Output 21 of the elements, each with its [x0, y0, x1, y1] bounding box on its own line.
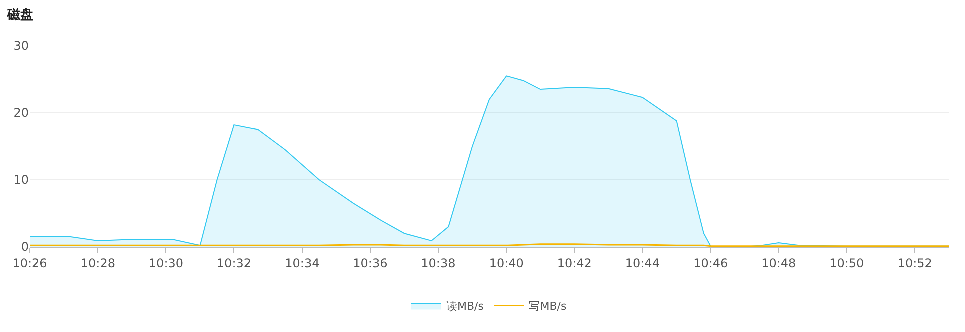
legend-label: 写MB/s — [529, 300, 567, 314]
x-tick-label: 10:44 — [625, 256, 660, 270]
x-tick-label: 10:28 — [80, 256, 116, 270]
x-tick-label: 10:40 — [489, 256, 524, 270]
x-tick-label: 10:50 — [830, 256, 864, 270]
x-tick-label: 10:36 — [353, 256, 388, 270]
y-tick-label: 30 — [14, 39, 29, 54]
x-tick-label: 10:34 — [285, 256, 320, 270]
y-tick-label: 20 — [14, 106, 29, 120]
legend-label: 读MB/s — [446, 300, 484, 314]
x-tick-label: 10:32 — [216, 256, 252, 270]
x-tick-label: 10:30 — [148, 256, 184, 270]
y-tick-label: 0 — [21, 240, 29, 254]
x-tick-label: 10:46 — [694, 256, 728, 270]
x-tick-label: 10:38 — [421, 256, 456, 270]
y-tick-label: 10 — [14, 173, 29, 188]
x-tick-label: 10:52 — [898, 256, 932, 270]
x-tick-label: 10:26 — [12, 256, 48, 270]
chart-title: 磁盘 — [6, 8, 34, 24]
x-tick-label: 10:48 — [762, 256, 796, 270]
x-tick-label: 10:42 — [557, 256, 592, 270]
